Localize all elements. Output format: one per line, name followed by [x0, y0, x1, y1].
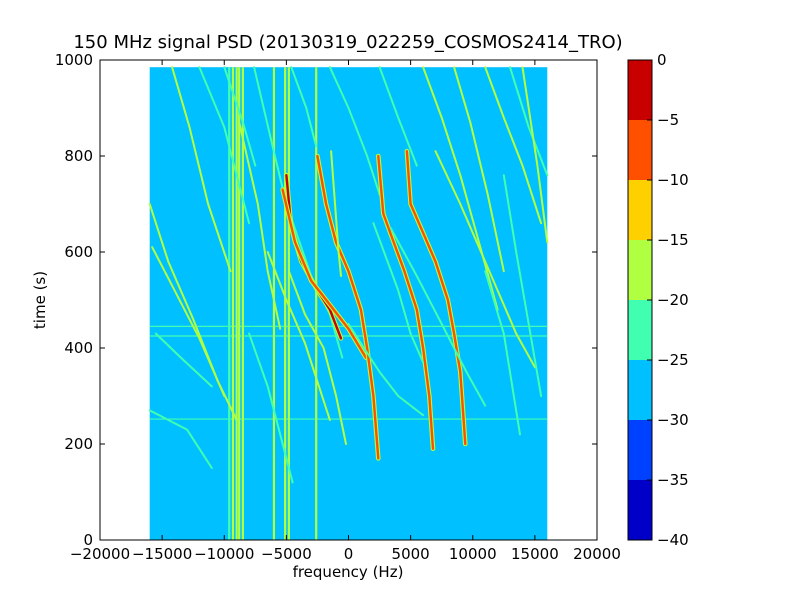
y-axis-label: time (s) — [31, 271, 49, 329]
doppler-trace — [223, 66, 257, 167]
colorbar-band — [628, 180, 652, 240]
y-tick-label: 0 — [83, 531, 93, 549]
doppler-trace — [502, 174, 543, 397]
colorbar-tick-label: −25 — [657, 351, 689, 369]
doppler-trace — [484, 66, 543, 225]
doppler-trace — [389, 227, 487, 407]
doppler-trace — [453, 66, 505, 273]
doppler-trace — [330, 150, 342, 277]
colorbar-band — [628, 60, 652, 120]
x-tick-label: −10000 — [194, 545, 254, 563]
doppler-trace — [290, 66, 318, 148]
doppler-trace — [148, 409, 213, 469]
y-tick-label: 800 — [64, 147, 93, 165]
colorbar-band — [628, 120, 652, 180]
colorbar-band — [628, 420, 652, 480]
doppler-trace — [521, 66, 549, 244]
x-tick-label: 10000 — [449, 545, 497, 563]
x-tick-label: −20000 — [70, 545, 130, 563]
doppler-trace — [281, 188, 368, 359]
doppler-trace — [198, 66, 251, 225]
colorbar-tick-label: −10 — [657, 171, 689, 189]
doppler-trace — [434, 150, 536, 369]
colorbar-tick-label: −20 — [657, 291, 689, 309]
doppler-trace — [287, 270, 347, 445]
doppler-trace — [248, 332, 294, 484]
colorbar-band — [628, 480, 652, 540]
x-tick-label: 15000 — [511, 545, 559, 563]
y-axis: 0 200 400 600 800 1000 — [55, 51, 597, 549]
y-tick-label: 1000 — [55, 51, 93, 69]
heatmap-layer — [148, 66, 549, 540]
x-axis-label: frequency (Hz) — [293, 563, 404, 581]
doppler-trace — [405, 149, 467, 446]
doppler-trace — [316, 154, 380, 460]
doppler-trace — [148, 203, 238, 421]
doppler-trace — [484, 270, 521, 436]
colorbar-tick-label: 0 — [657, 51, 667, 69]
x-tick-label: −15000 — [132, 545, 192, 563]
colorbar-tick-label: −5 — [657, 111, 679, 129]
colorbar-band — [628, 240, 652, 300]
doppler-trace — [509, 66, 549, 177]
x-tick-label: −5000 — [261, 545, 312, 563]
heatmap-background — [149, 67, 548, 540]
colorbar: 0 −5 −10 −15 −20 −25 −30 −35 −40 — [627, 51, 689, 549]
doppler-trace — [266, 251, 331, 421]
doppler-trace — [154, 332, 213, 388]
chart-title: 150 MHz signal PSD (20130319_022259_COSM… — [73, 32, 622, 53]
y-tick-label: 200 — [64, 435, 93, 453]
colorbar-tick-label: −35 — [657, 471, 689, 489]
doppler-trace — [378, 66, 418, 167]
x-tick-label: 20000 — [573, 545, 621, 563]
doppler-trace — [372, 222, 425, 364]
doppler-trace — [238, 121, 282, 330]
colorbar-band — [628, 300, 652, 360]
x-tick-label: 0 — [344, 545, 354, 563]
colorbar-tick-label: −40 — [657, 531, 689, 549]
doppler-trace — [328, 66, 381, 196]
y-tick-label: 600 — [64, 243, 93, 261]
y-tick-label: 400 — [64, 339, 93, 357]
x-tick-label: 5000 — [392, 545, 430, 563]
doppler-trace — [377, 154, 435, 450]
doppler-trace — [171, 66, 232, 273]
x-axis: −20000 −15000 −10000 −5000 0 5000 10000 15000 20… — [70, 60, 621, 563]
doppler-trace — [347, 323, 425, 417]
colorbar-tick-label: −30 — [657, 411, 689, 429]
colorbar-band — [628, 360, 652, 420]
colorbar-tick-label: −15 — [657, 231, 689, 249]
doppler-trace — [253, 66, 344, 359]
doppler-trace — [422, 66, 499, 311]
